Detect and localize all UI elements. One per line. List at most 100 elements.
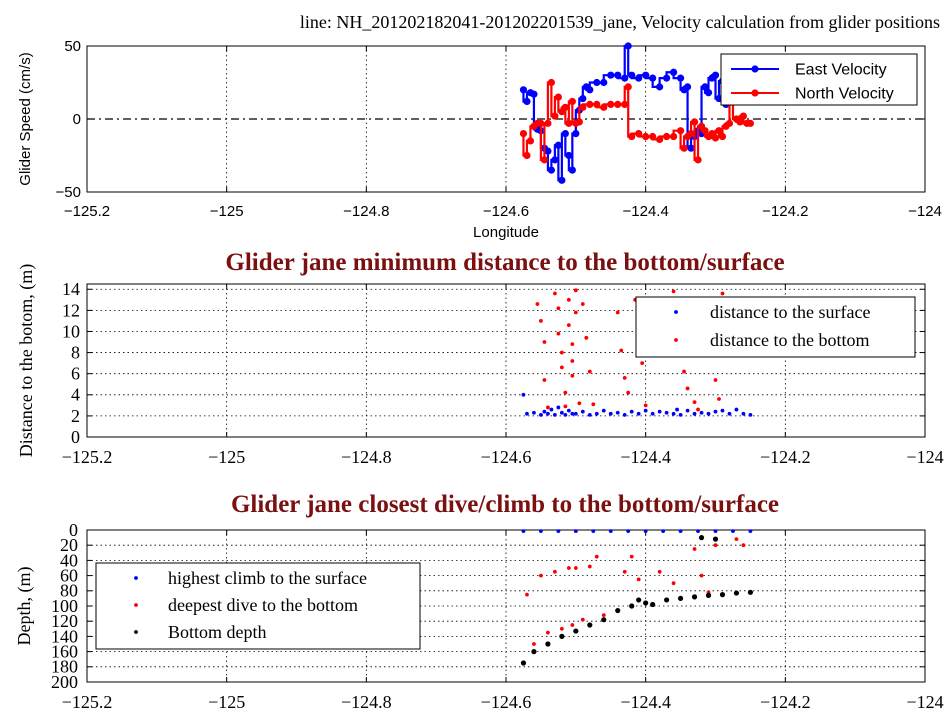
panel1-series-east-velocity-point xyxy=(572,130,580,138)
panel3-series-deepest-dive-to-the-bottom-point xyxy=(539,573,543,578)
panel2-x-tick-label: −125.2 xyxy=(62,447,113,467)
panel3-series-deepest-dive-to-the-bottom-point xyxy=(671,581,676,586)
panel2-x-tick-label: −124.4 xyxy=(620,447,671,467)
panel3-series-bottom-depth-point xyxy=(677,595,684,602)
panel2-series-distance-to-the-bottom-point xyxy=(546,405,550,410)
panel2-series-distance-to-the-bottom-point xyxy=(577,401,582,406)
panel1-x-tick-label: −124.2 xyxy=(762,203,808,220)
panel1-series-east-velocity-point xyxy=(607,71,615,79)
panel3-series-highest-climb-to-the-surface-point xyxy=(696,529,700,534)
panel3-series-highest-climb-to-the-surface-point xyxy=(713,529,718,534)
panel3-series-deepest-dive-to-the-bottom-point xyxy=(657,569,662,574)
panel3-y-tick-label: 140 xyxy=(51,626,78,646)
panel3-series-bottom-depth-point xyxy=(643,600,649,606)
panel3-series-bottom-depth-point xyxy=(545,641,551,647)
panel1-legend-swatch-marker xyxy=(751,89,759,97)
panel2-series-distance-to-the-surface-point xyxy=(549,407,554,412)
panel2-y-tick-label: 8 xyxy=(71,343,80,363)
panel1-series-north-velocity-point xyxy=(568,97,576,106)
panel2-title: Glider jane minimum distance to the bott… xyxy=(225,249,784,276)
panel1-series-north-velocity-point xyxy=(715,127,723,135)
panel1-series-east-velocity-point xyxy=(687,144,695,152)
panel3-series-bottom-depth-point xyxy=(636,597,642,603)
panel1-series-north-velocity-point xyxy=(554,93,562,101)
panel1-legend-label: North Velocity xyxy=(795,85,894,102)
panel2-series-distance-to-the-surface-point xyxy=(521,392,526,397)
panel3-series-highest-climb-to-the-surface-point xyxy=(678,529,683,534)
panel1-series-east-velocity-point xyxy=(621,74,629,82)
panel2-series-distance-to-the-surface-point xyxy=(720,408,725,413)
panel3-x-tick-label: −124.2 xyxy=(760,692,811,712)
panel2-series-distance-to-the-surface-point xyxy=(636,411,641,416)
panel1-series-east-velocity-point xyxy=(568,166,576,174)
panel1-series-north-velocity-point xyxy=(656,135,664,144)
panel2-y-tick-label: 2 xyxy=(71,406,80,426)
panel3-series-deepest-dive-to-the-bottom-point xyxy=(587,564,592,569)
panel1-series-east-velocity-point xyxy=(547,166,555,174)
panel1-series-north-velocity-point xyxy=(519,130,528,138)
panel1-series-north-velocity-point xyxy=(725,119,734,127)
panel2-x-tick-label: −124 xyxy=(906,447,943,467)
panel3-series-deepest-dive-to-the-bottom-point xyxy=(525,592,529,597)
panel3-series-deepest-dive-to-the-bottom-point xyxy=(636,577,641,582)
panel3-series-deepest-dive-to-the-bottom-point xyxy=(552,569,557,574)
panel1-series-north-velocity-point xyxy=(537,119,545,127)
panel1-x-tick-label: −125.2 xyxy=(64,203,110,220)
panel1-series-north-velocity-point xyxy=(642,132,650,141)
panel2-series-distance-to-the-bottom-point xyxy=(580,302,585,306)
panel2-series-distance-to-the-surface-point xyxy=(615,410,620,415)
panel3-y-tick-label: 160 xyxy=(51,642,78,662)
panel2-series-distance-to-the-bottom-point xyxy=(573,310,578,315)
panel3-legend-label: Bottom depth xyxy=(168,622,267,642)
panel1-series-east-velocity-point xyxy=(670,68,678,76)
panel2-series-distance-to-the-bottom-point xyxy=(563,390,568,395)
panel1-series-north-velocity-point xyxy=(711,134,720,142)
panel1-series-north-velocity-point xyxy=(586,100,594,108)
panel3-x-tick-label: −125.2 xyxy=(62,692,113,712)
panel2-y-tick-label: 14 xyxy=(62,279,80,299)
panel2-series-distance-to-the-bottom-point xyxy=(542,378,547,382)
panel2-series-distance-to-the-bottom-point xyxy=(696,407,700,412)
panel2-series-distance-to-the-surface-point xyxy=(566,408,571,413)
panel3-series-highest-climb-to-the-surface-point xyxy=(521,529,526,534)
panel1-y-tick-label: 50 xyxy=(64,38,81,55)
panel1-series-north-velocity-point xyxy=(544,119,552,127)
panel1-series-east-velocity-point xyxy=(554,141,562,149)
panel1-y-tick-label: 0 xyxy=(73,111,81,128)
panel1-series-north-velocity-point xyxy=(607,100,615,108)
panel3-series-deepest-dive-to-the-bottom-point xyxy=(734,537,739,542)
panel2-series-distance-to-the-surface-point xyxy=(570,411,575,416)
panel3-series-bottom-depth-point xyxy=(747,589,754,595)
panel3-series-bottom-depth-point xyxy=(601,617,607,623)
panel3-series-highest-climb-to-the-surface-point xyxy=(591,529,596,534)
panel1-series-north-velocity-point xyxy=(614,100,622,108)
panel1-series-north-velocity-point xyxy=(676,127,685,135)
panel3-series-bottom-depth-point xyxy=(573,628,579,634)
panel3-legend xyxy=(95,562,421,650)
panel3-series-highest-climb-to-the-surface-point xyxy=(643,529,648,534)
panel3-series-deepest-dive-to-the-bottom-point xyxy=(532,642,536,646)
panel1-series-east-velocity-point xyxy=(711,71,720,79)
panel3-legend-swatch xyxy=(134,630,138,634)
panel2-y-axis-label: Distance to the botom, (m) xyxy=(16,264,37,457)
panel2-series-distance-to-the-bottom-point xyxy=(566,297,571,302)
panel2-series-distance-to-the-bottom-point xyxy=(671,289,676,294)
panel2-legend-label: distance to the surface xyxy=(710,302,870,322)
panel2-series-distance-to-the-surface-point xyxy=(587,412,592,417)
panel1-series-east-velocity-point xyxy=(649,74,657,82)
panel2-series-distance-to-the-bottom-point xyxy=(556,306,561,311)
panel1-series-east-velocity-point xyxy=(656,83,664,91)
panel1-series-east-velocity-point xyxy=(523,97,531,106)
panel3-series-deepest-dive-to-the-bottom-point xyxy=(594,554,599,559)
panel2-series-distance-to-the-bottom-point xyxy=(559,350,564,355)
panel2-series-distance-to-the-bottom-point xyxy=(643,403,648,408)
panel3-series-deepest-dive-to-the-bottom-point xyxy=(699,573,704,578)
panel3-y-tick-label: 200 xyxy=(51,672,78,692)
panel3-series-highest-climb-to-the-surface-point xyxy=(573,529,578,534)
panel3-series-bottom-depth-point xyxy=(629,603,635,609)
panel1-legend xyxy=(720,53,918,106)
panel1-series-east-velocity-point xyxy=(586,86,594,94)
panel3-x-tick-label: −124.4 xyxy=(620,692,671,712)
panel1-x-tick-label: −124.8 xyxy=(343,203,389,220)
panel2-series-distance-to-the-bottom-point xyxy=(717,397,721,401)
